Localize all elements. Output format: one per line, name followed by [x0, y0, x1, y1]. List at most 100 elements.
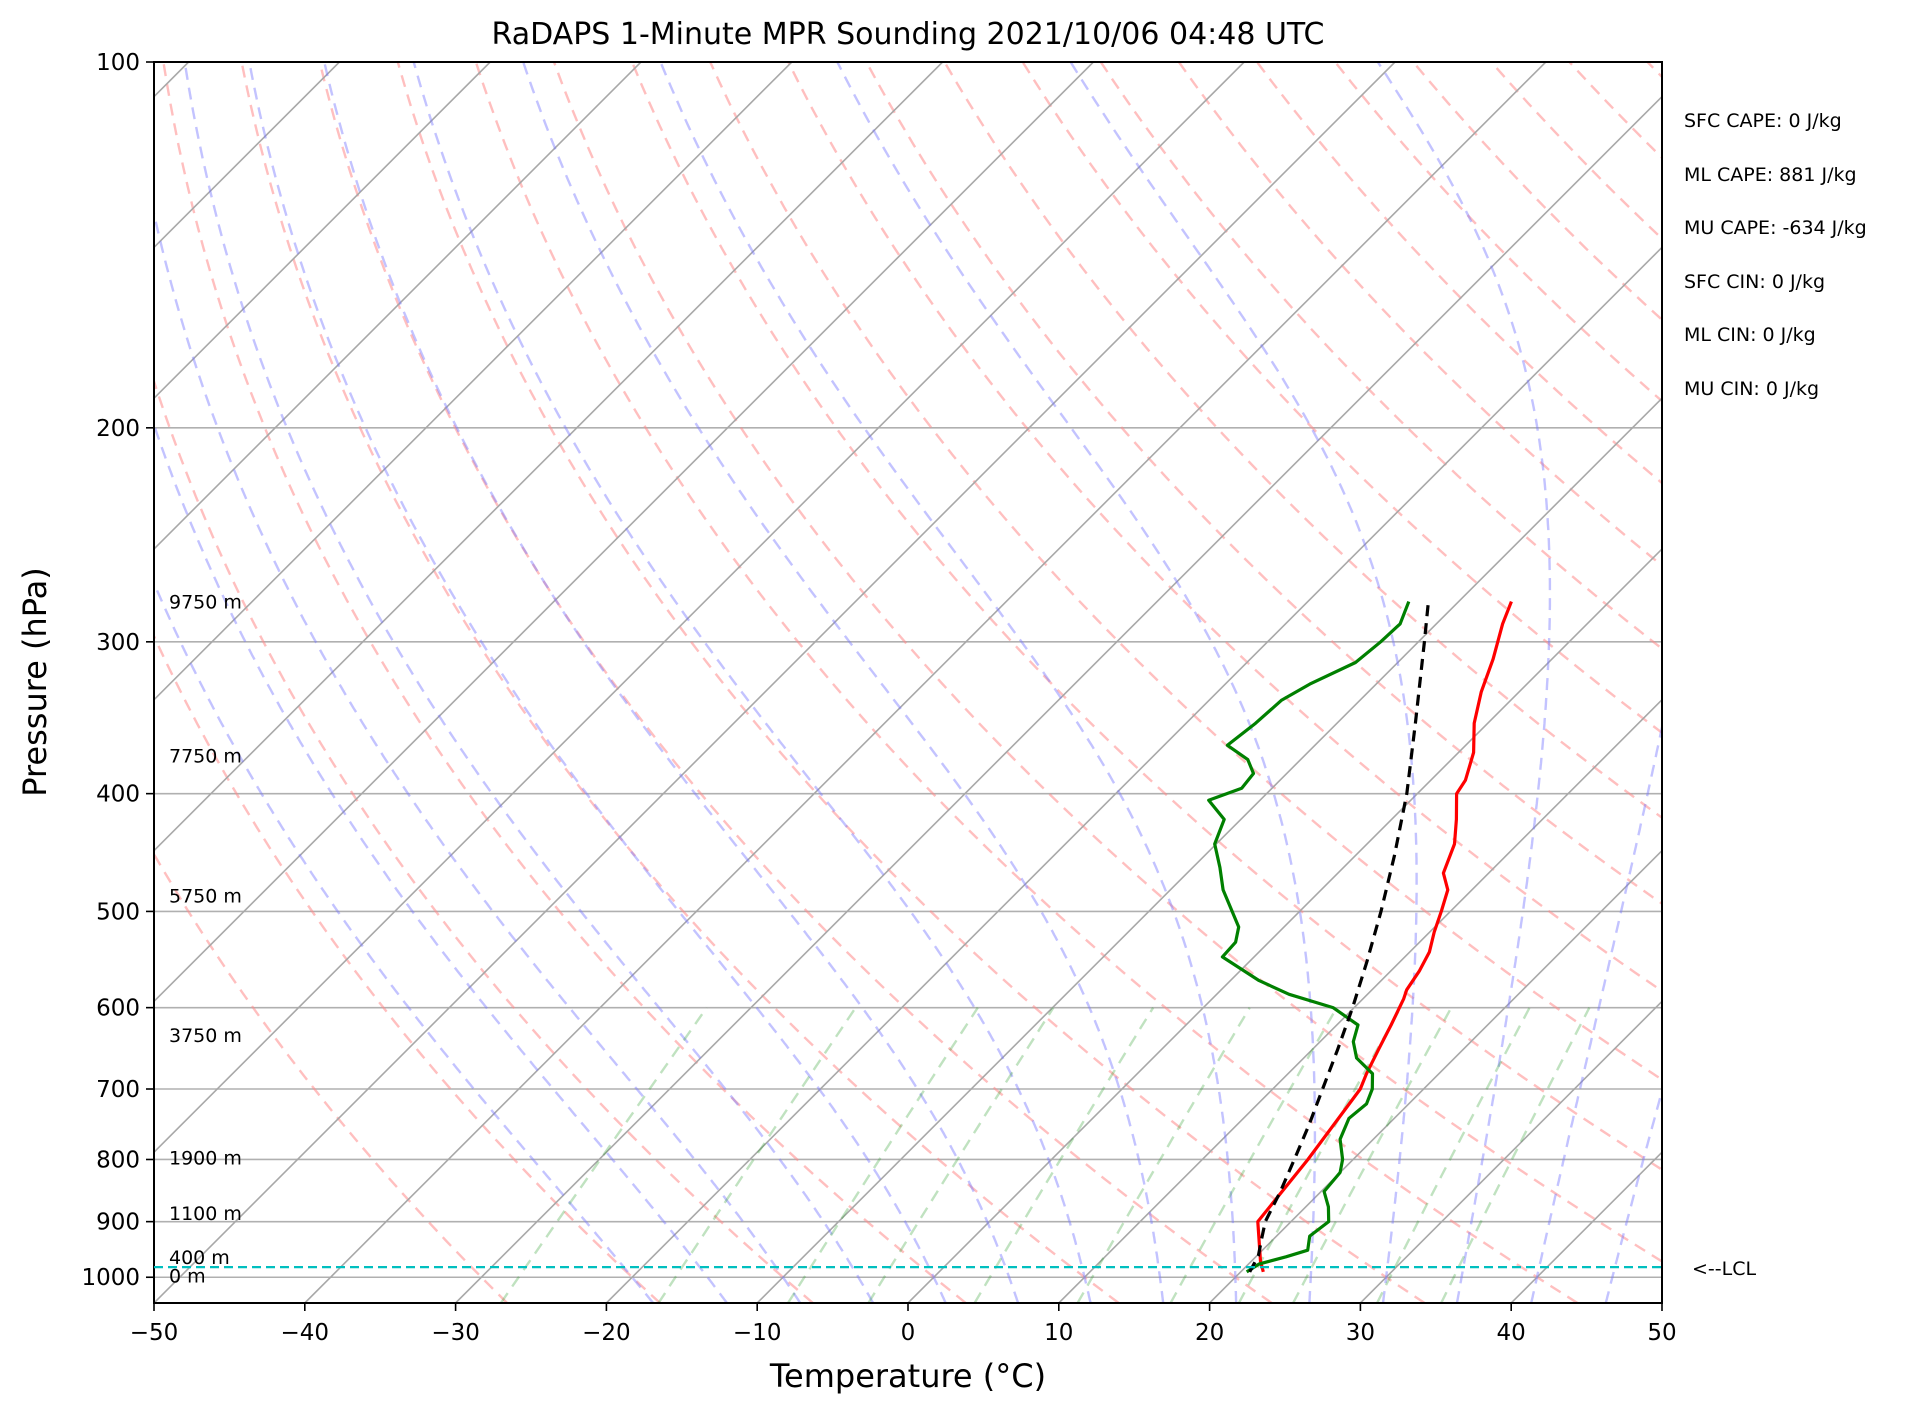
- isotherm-line: [154, 62, 1245, 1154]
- x-tick-label: −50: [130, 1320, 179, 1346]
- x-tick-label: −40: [281, 1320, 330, 1346]
- isotherm-line: [1359, 1000, 1662, 1303]
- dry-adiabats: [154, 62, 1912, 1303]
- x-tick-label: 40: [1497, 1320, 1526, 1346]
- isotherm-line: [154, 62, 944, 852]
- series-line-0: [1256, 601, 1513, 1273]
- isotherm-line: [154, 62, 793, 701]
- x-tick-label: −20: [582, 1320, 631, 1346]
- dry-adiabat: [154, 377, 814, 1303]
- isobar-grid: [154, 62, 1662, 1279]
- dry-adiabat: [154, 851, 508, 1303]
- dry-adiabat: [474, 62, 1579, 1303]
- ml-cin-text: ML CIN: 0 J/kg: [1684, 324, 1816, 346]
- dry-adiabat: [630, 62, 1662, 1172]
- mixing-ratio-line: [1440, 1007, 1591, 1303]
- series-line-1: [1207, 601, 1411, 1274]
- x-tick-label: 0: [901, 1320, 916, 1346]
- sounding-profiles: [1207, 601, 1513, 1274]
- isotherm-line: [1209, 849, 1662, 1303]
- moist-adiabat: [154, 421, 728, 1303]
- isotherm-line: [455, 95, 1662, 1303]
- mixing-ratio-line: [867, 1006, 1055, 1303]
- ml-cape-text: ML CAPE: 881 J/kg: [1684, 164, 1857, 186]
- mu-cin-text: MU CIN: 0 J/kg: [1684, 378, 1820, 400]
- dry-adiabat: [1334, 62, 1662, 403]
- y-tick-label: 800: [96, 1147, 140, 1173]
- dry-adiabat: [1726, 62, 1912, 1303]
- x-axis: −50 −40 −30 −20 −10 0 10 20 30 40 50: [130, 1303, 1677, 1346]
- dry-adiabat: [1256, 62, 1662, 485]
- moist-adiabat: [1604, 1086, 1662, 1303]
- isotherm-line: [605, 246, 1662, 1303]
- dry-adiabat: [1177, 62, 1662, 568]
- moist-adiabat: [659, 62, 1238, 1303]
- height-label: 5750 m: [169, 885, 242, 907]
- sfc-cin-text: SFC CIN: 0 J/kg: [1684, 271, 1826, 293]
- mixing-ratio-line: [499, 1006, 708, 1303]
- mixing-ratio-line: [657, 1006, 857, 1303]
- dry-adiabat: [318, 62, 1273, 1303]
- isotherm-line: [154, 62, 1396, 1303]
- y-tick-label: 500: [96, 899, 140, 925]
- dry-adiabat: [162, 62, 967, 1303]
- mixing-ratio-line: [1169, 1007, 1338, 1303]
- y-tick-label: 600: [96, 996, 140, 1022]
- x-tick-label: 20: [1195, 1320, 1224, 1346]
- moist-adiabat: [154, 208, 802, 1303]
- dry-adiabat: [552, 62, 1662, 1263]
- moist-adiabat: [183, 62, 875, 1303]
- lcl-marker: <--LCL: [154, 1258, 1756, 1280]
- moist-adiabat: [248, 62, 947, 1303]
- dry-adiabat: [1490, 62, 1662, 241]
- moist-adiabat: [1069, 62, 1418, 1303]
- mixing-ratio-line: [1292, 1007, 1453, 1303]
- mixing-ratio-line: [1237, 1007, 1402, 1303]
- dry-adiabat: [1568, 62, 1662, 160]
- y-tick-label: 200: [96, 416, 140, 442]
- dry-adiabat: [154, 633, 661, 1303]
- moist-adiabat: [522, 62, 1165, 1303]
- y-tick-label: 100: [96, 50, 140, 76]
- dry-adiabat: [943, 62, 1662, 820]
- moist-adiabat: [1530, 721, 1662, 1303]
- dry-adiabat: [1646, 62, 1662, 79]
- height-label: 0 m: [169, 1266, 206, 1288]
- x-axis-label: Temperature (°C): [769, 1357, 1046, 1395]
- y-tick-label: 900: [96, 1210, 140, 1236]
- x-tick-label: 50: [1647, 1320, 1676, 1346]
- mu-cape-text: MU CAPE: -634 J/kg: [1684, 217, 1867, 239]
- y-tick-label: 700: [96, 1077, 140, 1103]
- y-axis-label: Pressure (hPa): [16, 567, 54, 797]
- isotherm-grid: [154, 62, 1662, 1303]
- isotherm-line: [907, 547, 1662, 1303]
- x-tick-label: −10: [733, 1320, 782, 1346]
- dry-adiabat: [240, 62, 1120, 1303]
- x-tick-label: 10: [1044, 1320, 1073, 1346]
- dry-adiabat: [865, 62, 1662, 906]
- isotherm-line: [1510, 1151, 1662, 1303]
- moist-adiabats: [154, 62, 1662, 1303]
- plot-area: [154, 62, 1912, 1303]
- x-tick-label: 30: [1346, 1320, 1375, 1346]
- moist-adiabat: [323, 62, 1020, 1303]
- height-label: 3750 m: [169, 1025, 242, 1047]
- mixing-ratio-line: [786, 1006, 979, 1303]
- height-label: 1900 m: [169, 1147, 242, 1169]
- isotherm-line: [756, 397, 1662, 1303]
- isotherm-line: [304, 62, 1547, 1303]
- sfc-cape-text: SFC CAPE: 0 J/kg: [1684, 110, 1842, 132]
- dry-adiabat: [1021, 62, 1662, 735]
- dry-adiabat: [396, 62, 1426, 1303]
- isotherm-line: [1058, 698, 1662, 1303]
- chart-title: RaDAPS 1-Minute MPR Sounding 2021/10/06 …: [492, 17, 1325, 52]
- mixing-ratio-line: [1376, 1007, 1531, 1303]
- lcl-label: <--LCL: [1692, 1258, 1756, 1280]
- height-labels: 9750 m 7750 m 5750 m 3750 m 1900 m 1100 m 400 …: [169, 592, 242, 1288]
- isotherm-line: [154, 62, 642, 551]
- series-line-2: [1248, 601, 1430, 1273]
- isotherm-line: [154, 62, 491, 400]
- moist-adiabat: [836, 62, 1317, 1303]
- isotherm-line: [1661, 1301, 1662, 1303]
